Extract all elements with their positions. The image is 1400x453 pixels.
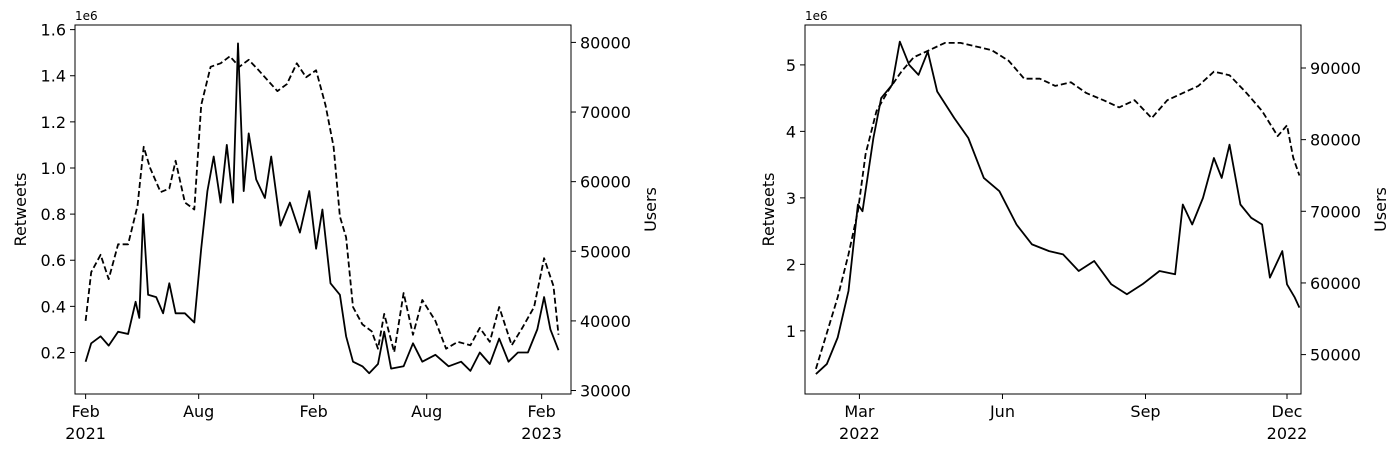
y-tick-label: 0.8 [41, 205, 66, 224]
x-tick-year-label: 2022 [839, 424, 880, 443]
y2-tick-label: 70000 [580, 103, 631, 122]
x-tick-label: Feb [299, 402, 327, 421]
y2-axis-label: Users [641, 187, 660, 232]
x-tick-year-label: 2022 [1267, 424, 1308, 443]
y-tick-label: 5 [786, 56, 796, 75]
y-tick-label: 0.6 [41, 251, 66, 270]
y2-tick-label: 60000 [580, 173, 631, 192]
x-tick-label: Feb [527, 402, 555, 421]
y2-tick-label: 40000 [580, 312, 631, 331]
y2-tick-label: 80000 [1310, 131, 1361, 150]
retweets-series-line [84, 42, 560, 375]
x-tick-label: Aug [183, 402, 214, 421]
y2-tick-label: 50000 [1310, 346, 1361, 365]
y2-tick-label: 50000 [580, 242, 631, 261]
plot-frame [74, 24, 572, 395]
y-tick-label: 3 [786, 189, 796, 208]
x-tick-label: Sep [1130, 402, 1160, 421]
y2-tick-label: 70000 [1310, 202, 1361, 221]
x-tick-year-label: 2021 [65, 424, 106, 443]
y-axis-label: Retweets [759, 173, 778, 247]
y-tick-label: 2 [786, 255, 796, 274]
y2-tick-label: 60000 [1310, 274, 1361, 293]
y2-axis-label: Users [1371, 187, 1390, 232]
users-series-line [815, 42, 1301, 370]
x-tick-label: Dec [1272, 402, 1303, 421]
y-tick-label: 1.6 [41, 21, 66, 40]
x-tick-label: Aug [411, 402, 442, 421]
x-tick-label: Mar [844, 402, 875, 421]
x-tick-label: Jun [989, 402, 1015, 421]
y-tick-label: 1.2 [41, 113, 66, 132]
y-tick-label: 0.2 [41, 343, 66, 362]
y-tick-label: 0.4 [41, 297, 66, 316]
plot-frame [804, 24, 1302, 395]
y-multiplier-label: 1e6 [75, 9, 98, 23]
chart-left: 0.2 0.4 0.6 0.8 1.0 1.2 1.4 1.6 30000 40000 50000 6… [11, 9, 660, 443]
x-tick-year-label: 2023 [521, 424, 562, 443]
x-tick-label: Feb [71, 402, 99, 421]
y2-tick-label: 80000 [580, 33, 631, 52]
retweets-series-line [815, 40, 1301, 375]
y-multiplier-label: 1e6 [805, 9, 828, 23]
y-tick-label: 1 [786, 322, 796, 341]
y2-tick-label: 30000 [580, 382, 631, 401]
y2-tick-label: 90000 [1310, 59, 1361, 78]
y-tick-label: 1.0 [41, 159, 66, 178]
y-tick-label: 1.4 [41, 67, 66, 86]
chart-right: 1 2 3 4 5 50000 60000 70000 80000 90000 Mar 2022 Jun… [759, 9, 1390, 443]
y-axis-label: Retweets [11, 173, 30, 247]
y-tick-label: 4 [786, 122, 796, 141]
users-series-line [84, 55, 560, 354]
